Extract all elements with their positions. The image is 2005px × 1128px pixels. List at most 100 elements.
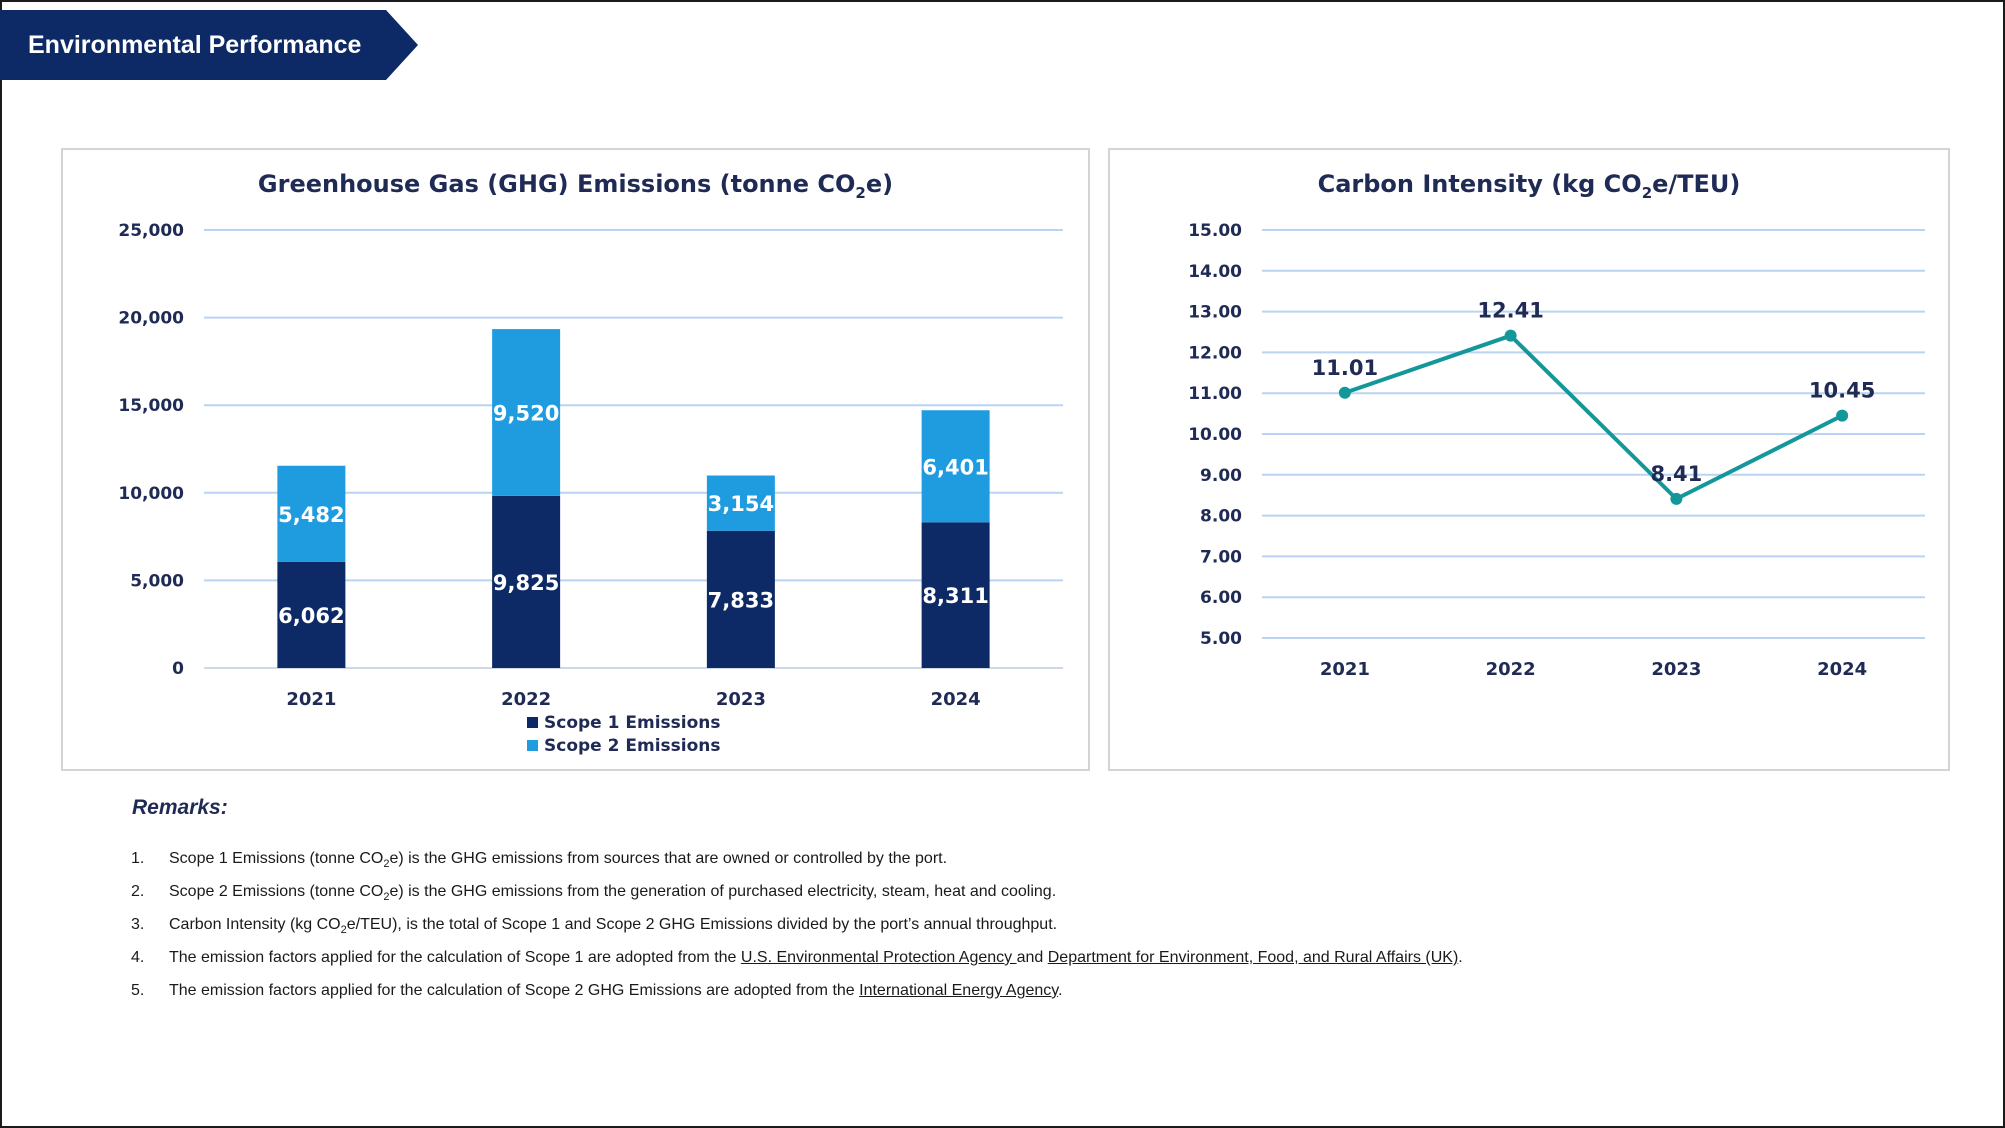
scope1-bar <box>706 530 775 668</box>
carbon-intensity-line <box>1344 333 1844 501</box>
remark-number: 1. <box>131 850 145 867</box>
remark-item: 1. Scope 1 Emissions (tonne CO2e) is the … <box>131 848 1931 881</box>
scope2-data-label: 3,154 <box>708 492 774 516</box>
banner-arrow-shape <box>0 10 418 80</box>
ghg-y-tick-label: 15,000 <box>118 396 184 416</box>
remark-text-end: e) is the GHG emissions from sources tha… <box>389 850 948 867</box>
ci-title-sub: 2 <box>1641 183 1653 202</box>
legend-swatch-scope2 <box>527 740 538 751</box>
ghg-title-main: Greenhouse Gas (GHG) Emissions (tonne CO <box>257 170 856 198</box>
ci-y-tick-label: 7.00 <box>1200 547 1242 567</box>
remark-item: 4. The emission factors applied for the c… <box>131 947 1931 980</box>
ghg-y-tick-label: 0 <box>172 659 184 679</box>
remark-number: 5. <box>131 982 145 999</box>
scope2-bar <box>492 329 561 496</box>
remarks-list: 1. Scope 1 Emissions (tonne CO2e) is the … <box>131 848 1931 1013</box>
ci-y-tick-label: 6.00 <box>1200 588 1242 608</box>
ci-title-end: e/TEU) <box>1652 170 1741 198</box>
scope1-data-label: 7,833 <box>708 588 774 612</box>
scope1-bar <box>921 522 990 668</box>
banner-fill <box>0 10 418 80</box>
remark-subscript: 2 <box>340 924 347 937</box>
ci-title-main: Carbon Intensity (kg CO <box>1317 170 1642 198</box>
scope1-data-label: 9,825 <box>493 571 559 595</box>
ci-data-point <box>1670 492 1683 505</box>
remark-number: 3. <box>131 916 145 933</box>
remark-number: 4. <box>131 949 145 966</box>
remark-text-mid: and <box>1016 949 1048 966</box>
remark-item: 3. Carbon Intensity (kg CO2e/TEU), is the… <box>131 914 1931 947</box>
scope2-data-label: 5,482 <box>278 503 344 527</box>
scope1-data-label: 8,311 <box>922 584 988 608</box>
ci-y-tick-label: 10.00 <box>1188 425 1242 445</box>
ghg-x-tick-label: 2022 <box>501 689 551 710</box>
ci-data-point <box>1338 386 1351 399</box>
ci-y-tick-label: 5.00 <box>1200 629 1242 649</box>
remark-text-end: e) is the GHG emissions from the generat… <box>389 883 1057 900</box>
ci-y-tick-label: 15.00 <box>1188 221 1242 241</box>
remark-text: The emission factors applied for the cal… <box>169 949 741 966</box>
remark-number: 2. <box>131 883 145 900</box>
ci-y-tick-label: 11.00 <box>1188 384 1242 404</box>
scope2-data-label: 9,520 <box>493 401 559 425</box>
ghg-y-tick-label: 20,000 <box>118 309 184 329</box>
scope1-data-label: 6,062 <box>278 604 344 628</box>
ci-x-tick-label: 2024 <box>1817 659 1867 680</box>
iea-link[interactable]: International Energy Agency <box>859 982 1059 999</box>
ci-y-tick-label: 8.00 <box>1200 507 1242 527</box>
ghg-chart-title: Greenhouse Gas (GHG) Emissions (tonne CO… <box>63 170 1088 202</box>
ci-data-point <box>1504 329 1517 342</box>
ci-data-label: 8.41 <box>1650 462 1702 486</box>
banner-title: Environmental Performance <box>28 31 362 59</box>
scope1-bar <box>492 495 561 668</box>
carbon-intensity-chart-panel: Carbon Intensity (kg CO2e/TEU) 5.00 6.00 7… <box>1108 148 1950 771</box>
section-banner: Environmental Performance <box>0 10 420 80</box>
scope2-bar <box>706 475 775 531</box>
scope2-data-label: 6,401 <box>922 455 988 479</box>
ci-y-tick-label: 14.00 <box>1188 262 1242 282</box>
remarks-title: Remarks: <box>132 796 228 819</box>
scope2-bar <box>277 465 346 562</box>
ghg-x-tick-label: 2024 <box>931 689 981 710</box>
ghg-chart-svg: 0 5,000 10,000 15,000 20,000 25,000 6,062 5,482… <box>118 221 1063 756</box>
defra-link[interactable]: Department for Environment, Food, and Ru… <box>1047 949 1459 966</box>
remark-item: 2. Scope 2 Emissions (tonne CO2e) is the … <box>131 881 1931 914</box>
remark-text: The emission factors applied for the cal… <box>169 982 860 999</box>
remark-text-end: . <box>1458 949 1463 966</box>
ci-data-point <box>1836 409 1849 422</box>
ci-x-tick-label: 2021 <box>1320 659 1370 680</box>
ci-y-tick-label: 12.00 <box>1188 343 1242 363</box>
ci-x-tick-label: 2022 <box>1486 659 1536 680</box>
remark-text: Scope 1 Emissions (tonne CO <box>169 850 384 867</box>
scope1-bar <box>277 561 346 668</box>
remark-text-end: . <box>1058 982 1063 999</box>
ci-y-tick-label: 13.00 <box>1188 303 1242 323</box>
remark-text-end: e/TEU), is the total of Scope 1 and Scop… <box>346 916 1058 933</box>
ghg-x-tick-label: 2021 <box>286 689 336 710</box>
ci-data-label: 12.41 <box>1477 299 1543 323</box>
remark-subscript: 2 <box>383 858 390 871</box>
ci-chart-title: Carbon Intensity (kg CO2e/TEU) <box>1110 170 1948 202</box>
ghg-x-tick-label: 2023 <box>716 689 766 710</box>
ghg-title-sub: 2 <box>855 183 866 202</box>
legend-label-scope2: Scope 2 Emissions <box>544 736 720 756</box>
ghg-y-tick-label: 25,000 <box>118 221 184 241</box>
ci-y-tick-label: 9.00 <box>1200 466 1242 486</box>
epa-link[interactable]: U.S. Environmental Protection Agency <box>740 949 1017 966</box>
remark-item: 5. The emission factors applied for the c… <box>131 980 1931 1013</box>
remark-subscript: 2 <box>383 891 390 904</box>
remark-text: Scope 2 Emissions (tonne CO <box>169 883 384 900</box>
legend-swatch-scope1 <box>527 717 538 728</box>
ghg-y-tick-label: 10,000 <box>118 484 184 504</box>
ci-x-tick-label: 2023 <box>1651 659 1701 680</box>
remark-text: Carbon Intensity (kg CO <box>169 916 341 933</box>
scope2-bar <box>921 410 990 523</box>
ci-data-label: 11.01 <box>1312 356 1378 380</box>
ghg-title-end: e) <box>865 170 894 198</box>
ci-chart-svg: 5.00 6.00 7.00 8.00 9.00 10.00 11.00 12.00 13.00… <box>1188 221 1925 680</box>
ghg-emissions-chart-panel: Greenhouse Gas (GHG) Emissions (tonne CO… <box>61 148 1090 771</box>
ci-data-label: 10.45 <box>1809 379 1875 403</box>
ghg-y-tick-label: 5,000 <box>130 571 184 591</box>
legend-label-scope1: Scope 1 Emissions <box>544 713 720 733</box>
